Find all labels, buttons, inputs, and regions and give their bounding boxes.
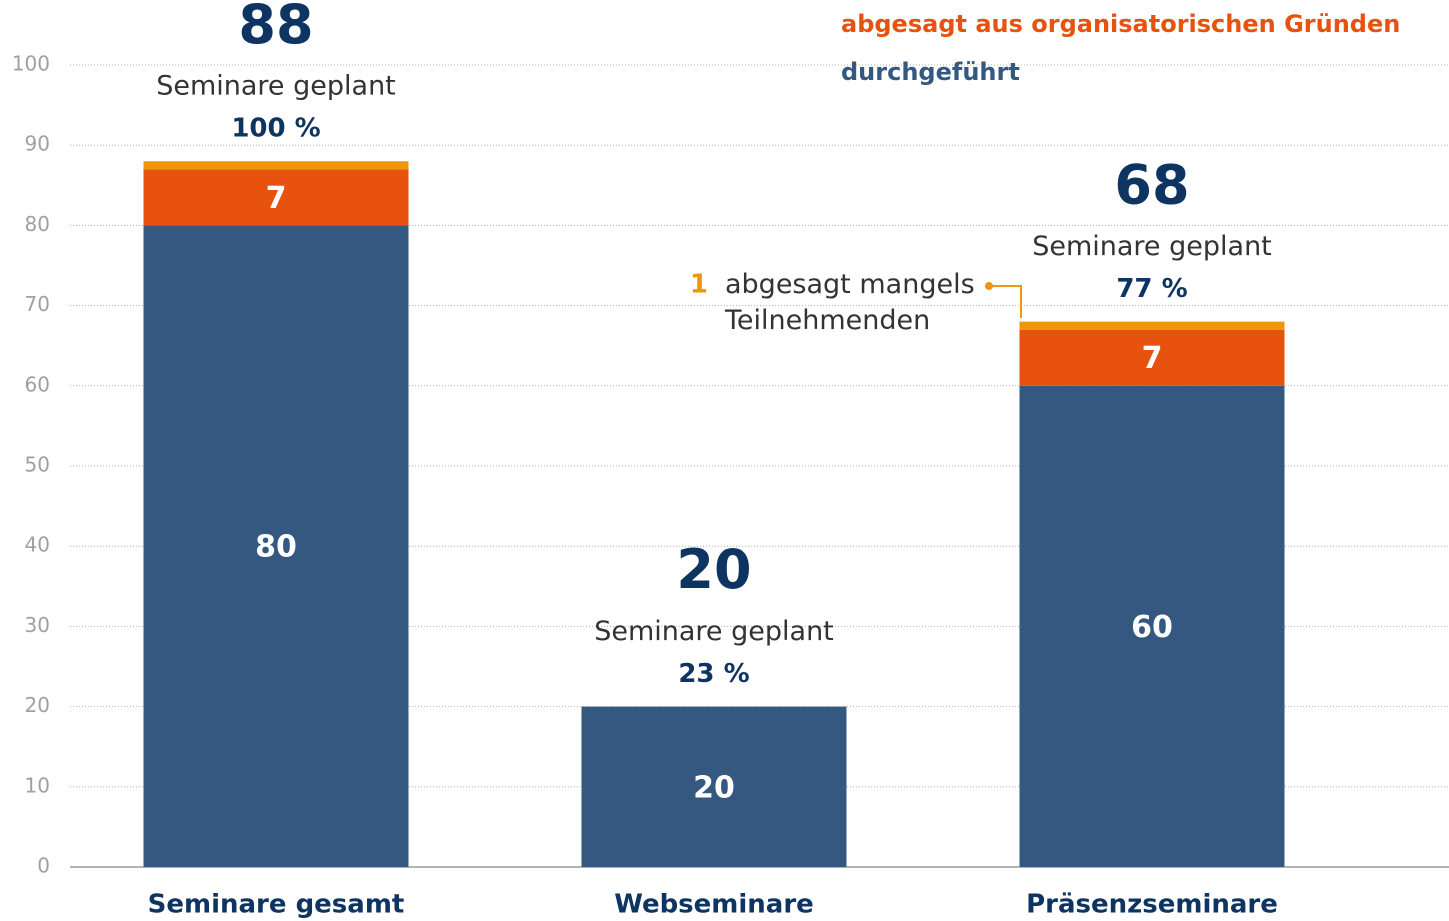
y-tick-label: 40: [25, 533, 50, 557]
legend-entry: abgesagt aus organisatorischen Gründen: [841, 10, 1400, 38]
y-tick-label: 50: [25, 453, 50, 477]
data-label: 7: [1142, 341, 1163, 376]
total-caption: Seminare geplant: [594, 616, 834, 647]
share-label: 100 %: [231, 114, 320, 144]
y-tick-label: 60: [25, 372, 50, 396]
y-tick-label: 30: [25, 613, 50, 637]
bar-segment: [1019, 329, 1285, 386]
bar-segment: [143, 161, 409, 170]
total-label: 68: [1114, 153, 1189, 216]
y-tick-label: 70: [25, 292, 50, 316]
share-label: 77 %: [1116, 274, 1187, 304]
y-tick-label: 80: [25, 212, 50, 236]
data-label: 20: [693, 770, 735, 805]
y-tick-label: 10: [25, 773, 50, 797]
x-tick-label: Präsenzseminare: [1026, 890, 1278, 920]
annotation-text: abgesagt mangels Teilnehmenden: [724, 269, 975, 336]
y-tick-label: 100: [12, 52, 50, 76]
annotation-line: Teilnehmenden: [724, 305, 930, 336]
data-label: 80: [255, 530, 297, 565]
bar-segment: [581, 706, 847, 867]
bar-segment: [143, 169, 409, 226]
data-label: 60: [1131, 610, 1173, 645]
annotation-leader: [989, 285, 1022, 318]
y-tick-label: 90: [25, 132, 50, 156]
total-caption: Seminare geplant: [1032, 231, 1272, 262]
annotation-value: 1: [690, 270, 708, 300]
y-tick-label: 20: [25, 693, 50, 717]
bar-segment: [1019, 321, 1285, 330]
total-caption: Seminare geplant: [156, 71, 396, 102]
share-label: 23 %: [678, 659, 749, 689]
bar-segment: [143, 225, 409, 867]
annotation-line: abgesagt mangels: [725, 269, 975, 300]
x-tick-label: Seminare gesamt: [148, 890, 405, 920]
legend-entry: durchgeführt: [841, 58, 1020, 86]
x-tick-label: Webseminare: [614, 890, 814, 920]
data-label: 7: [266, 181, 287, 216]
y-tick-label: 0: [37, 854, 50, 878]
total-label: 88: [238, 0, 313, 56]
bar-segment: [1019, 385, 1285, 867]
total-label: 20: [676, 538, 751, 601]
